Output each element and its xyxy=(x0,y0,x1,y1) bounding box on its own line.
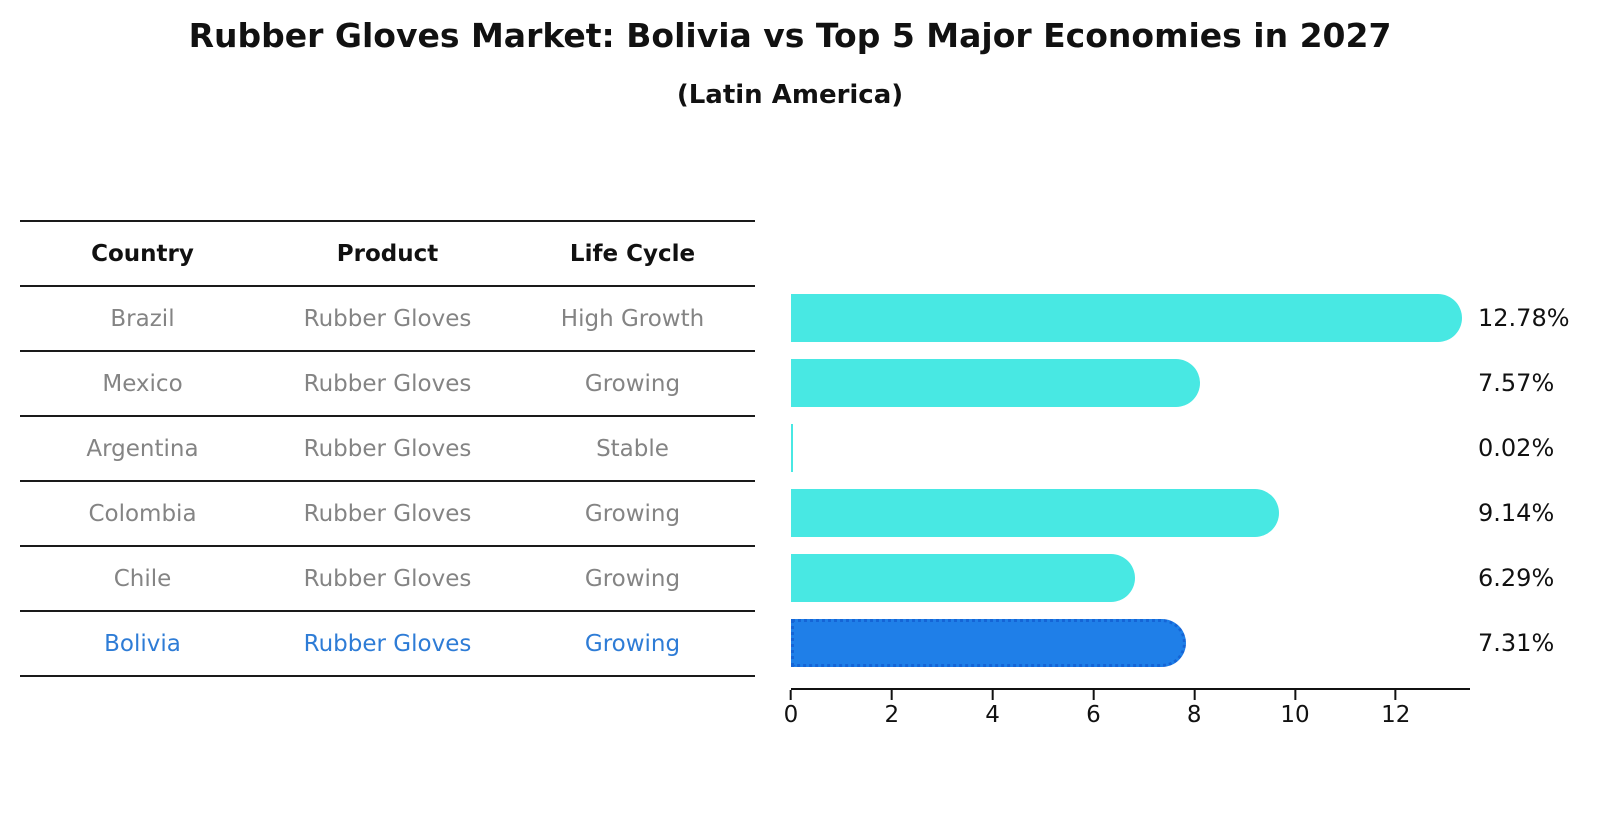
cell-product: Rubber Gloves xyxy=(303,500,472,527)
x-tick: 6 xyxy=(1086,690,1101,728)
cell-product: Rubber Gloves xyxy=(303,565,472,592)
x-tick-mark xyxy=(890,690,893,700)
bar-value-label: 12.78% xyxy=(1478,304,1570,332)
cell-product: Rubber Gloves xyxy=(303,630,472,657)
cell-country: Mexico xyxy=(102,370,183,397)
cell-life-cycle: Growing xyxy=(584,565,681,592)
table-row: Brazil Rubber Gloves High Growth xyxy=(20,287,755,352)
table-row: Mexico Rubber Gloves Growing xyxy=(20,352,755,417)
x-tick-label: 2 xyxy=(884,702,900,728)
x-tick-label: 12 xyxy=(1381,702,1411,728)
cell-life-cycle: Growing xyxy=(584,630,681,657)
table-row: Bolivia Rubber Gloves Growing xyxy=(20,612,755,677)
bar-value-label: 7.31% xyxy=(1478,629,1555,657)
x-axis-line xyxy=(791,688,1470,690)
bar-value-label: 7.57% xyxy=(1478,369,1555,397)
chart-title: Rubber Gloves Market: Bolivia vs Top 5 M… xyxy=(188,16,1392,55)
cell-country: Chile xyxy=(113,565,172,592)
x-tick: 10 xyxy=(1280,690,1310,728)
bar xyxy=(791,294,1463,342)
x-tick: 12 xyxy=(1381,690,1410,728)
cell-life-cycle: High Growth xyxy=(560,305,705,332)
bar xyxy=(791,359,1200,407)
x-tick: 0 xyxy=(783,690,799,728)
x-tick: 4 xyxy=(985,690,1000,728)
cell-country: Brazil xyxy=(110,305,175,332)
bar-value-label: 9.14% xyxy=(1478,499,1555,527)
x-tick: 8 xyxy=(1187,690,1202,728)
x-tick-mark xyxy=(789,690,792,700)
table-row: Argentina Rubber Gloves Stable xyxy=(20,417,755,482)
x-tick-mark xyxy=(1394,690,1397,700)
cell-life-cycle: Growing xyxy=(584,370,681,397)
cell-country: Bolivia xyxy=(104,630,181,657)
bar xyxy=(791,424,793,472)
column-header-life-cycle: Life Cycle xyxy=(569,240,696,267)
bar xyxy=(791,619,1187,667)
x-tick-label: 4 xyxy=(985,702,1000,728)
column-header-product: Product xyxy=(336,240,439,267)
x-tick-label: 10 xyxy=(1280,702,1310,728)
cell-life-cycle: Growing xyxy=(584,500,681,527)
x-tick: 2 xyxy=(884,690,899,728)
cell-product: Rubber Gloves xyxy=(303,435,472,462)
table-row: Chile Rubber Gloves Growing xyxy=(20,547,755,612)
x-tick-label: 0 xyxy=(783,702,799,728)
bar xyxy=(791,489,1279,537)
cell-life-cycle: Stable xyxy=(596,435,669,462)
bar-chart: 12.78% 7.57% 0.02% 9.14% 6.29% 7.31% 0 2… xyxy=(784,0,1604,823)
cell-country: Colombia xyxy=(88,500,197,527)
table-row: Colombia Rubber Gloves Growing xyxy=(20,482,755,547)
cell-country: Argentina xyxy=(86,435,199,462)
x-tick-label: 8 xyxy=(1186,702,1202,728)
x-tick-label: 6 xyxy=(1086,702,1101,728)
bar-value-label: 6.29% xyxy=(1478,564,1555,592)
cell-product: Rubber Gloves xyxy=(303,370,472,397)
x-tick-mark xyxy=(1092,690,1095,700)
country-table: Country Product Life Cycle Brazil Rubber… xyxy=(20,220,755,677)
x-tick-mark xyxy=(1193,690,1196,700)
bar-value-label: 0.02% xyxy=(1478,434,1555,462)
x-tick-mark xyxy=(1294,690,1296,700)
chart-subtitle: (Latin America) xyxy=(676,80,904,110)
bar xyxy=(791,554,1136,602)
x-tick-mark xyxy=(991,690,994,700)
table-header-row: Country Product Life Cycle xyxy=(20,222,755,287)
cell-product: Rubber Gloves xyxy=(303,305,472,332)
column-header-country: Country xyxy=(91,240,194,267)
